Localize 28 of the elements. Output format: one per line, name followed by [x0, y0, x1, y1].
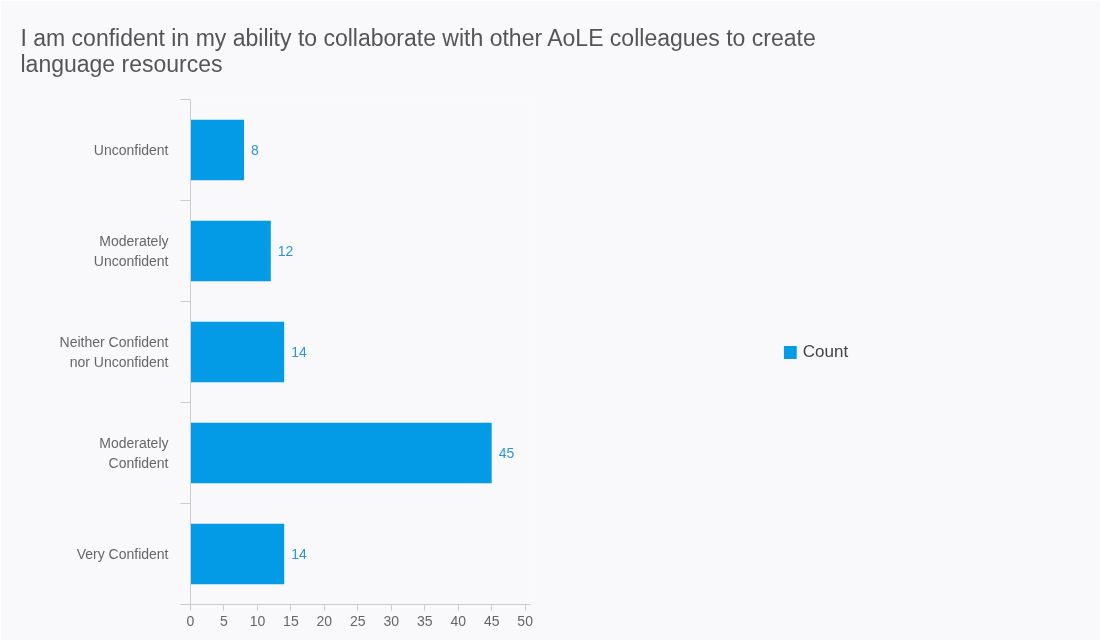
y-tick-label: Very Confident	[76, 546, 169, 562]
data-label: 8	[251, 142, 260, 158]
bar	[190, 220, 271, 282]
x-tick-label: 20	[316, 612, 333, 629]
y-tick-label: Moderately Unconfident	[93, 233, 169, 269]
y-tick-label: Neither Confident nor Unconfident	[59, 334, 169, 370]
x-tick-label: 35	[416, 612, 433, 629]
data-label: 14	[291, 344, 307, 360]
bar	[190, 523, 285, 585]
x-tick-label: 15	[283, 612, 299, 629]
y-tick-label: Unconfident	[93, 142, 169, 158]
x-tick-label: 30	[383, 612, 400, 629]
legend-label: Count	[802, 341, 849, 362]
data-label: 45	[498, 445, 515, 461]
x-tick-label: 40	[450, 612, 467, 629]
x-tick-label: 10	[249, 612, 266, 629]
x-tick-label: 25	[350, 612, 366, 629]
x-tick-label: 45	[483, 612, 500, 629]
x-tick-label: 50	[517, 612, 534, 629]
data-label: 12	[277, 243, 294, 259]
data-label: 14	[291, 546, 307, 562]
chart-title: I am confident in my ability to collaborate with other AoLE colleagues to create language resources	[20, 25, 816, 77]
x-tick-label: 0	[186, 612, 195, 629]
bar	[190, 119, 245, 181]
y-tick-label: Moderately Confident	[99, 435, 169, 471]
bar	[190, 422, 492, 484]
x-tick-label: 5	[220, 612, 229, 629]
bar	[190, 321, 285, 383]
